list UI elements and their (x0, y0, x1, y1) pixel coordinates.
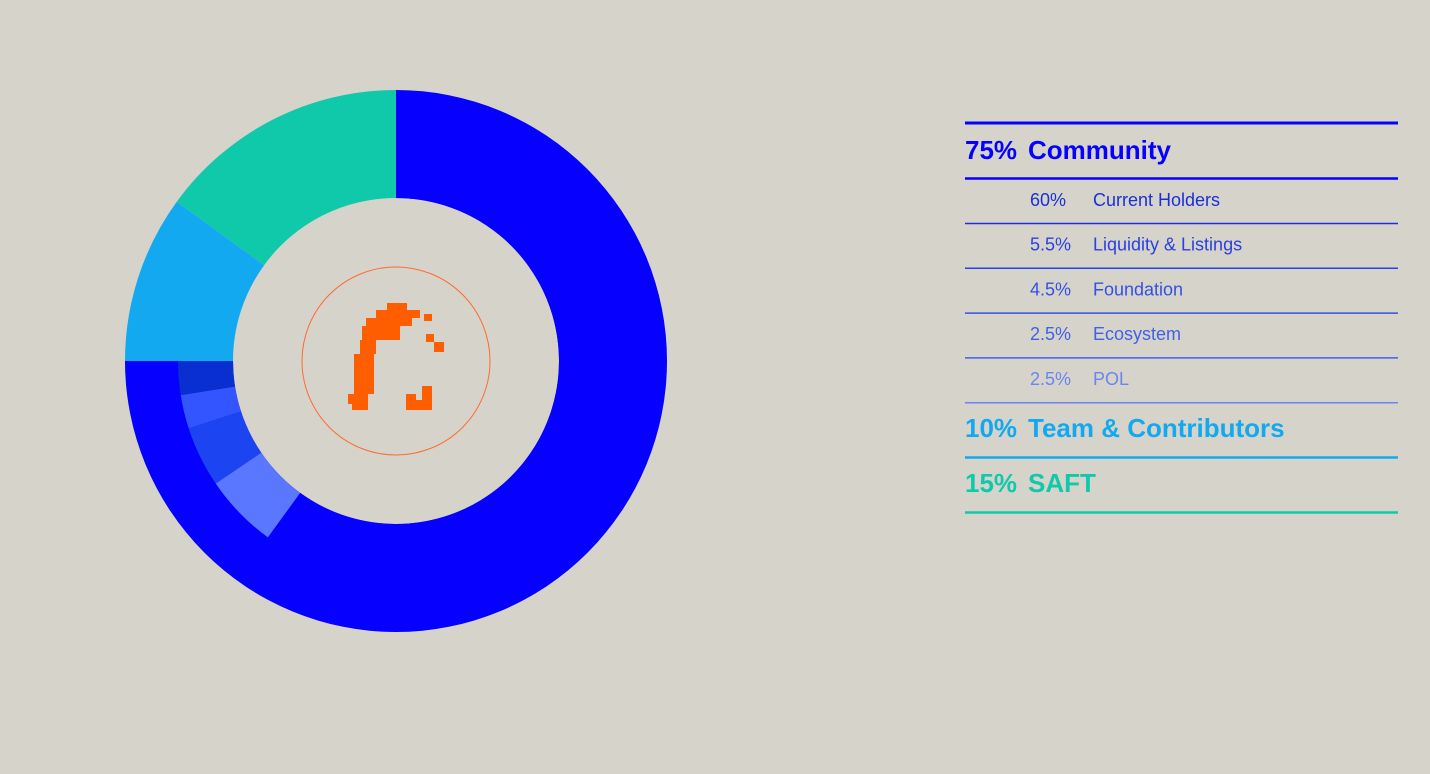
logo-pixel (426, 334, 434, 342)
legend-sub-label: Liquidity & Listings (1093, 235, 1242, 255)
legend-sub-value: 60% (1030, 190, 1066, 210)
logo-pixel (414, 400, 424, 410)
legend-value: 15% (965, 468, 1017, 498)
sub-slice (178, 361, 236, 396)
logo-pixel (354, 354, 374, 394)
slice (125, 201, 265, 361)
logo-pixel (360, 340, 376, 354)
legend-value: 75% (965, 135, 1017, 165)
logo (301, 266, 491, 456)
logo-pixel (366, 318, 412, 326)
logo-pixel (352, 404, 368, 410)
legend-sub-label: Current Holders (1093, 190, 1220, 210)
legend: 75% Community 60% Current Holders 5.5% Liquid… (965, 121, 1398, 514)
legend-label: Community (1028, 135, 1172, 165)
legend-sub-value: 5.5% (1030, 235, 1071, 255)
logo-pixel (387, 303, 407, 311)
logo-pixel (422, 386, 432, 410)
legend-label: Team & Contributors (1028, 413, 1285, 443)
logo-pixel (406, 394, 416, 410)
logo-pixel (362, 326, 400, 340)
sub-slice (267, 143, 614, 579)
legend-sub-label: Foundation (1093, 279, 1183, 299)
legend-sub-value: 4.5% (1030, 279, 1071, 299)
logo-pixel (348, 394, 368, 404)
donut (125, 90, 667, 632)
legend-sub-label: POL (1093, 369, 1129, 389)
legend-sub-label: Ecosystem (1093, 324, 1181, 344)
sub-slice (180, 386, 241, 429)
legend-sub-value: 2.5% (1030, 324, 1071, 344)
legend-label: SAFT (1028, 468, 1096, 498)
sub-slice (188, 411, 262, 484)
logo-pixel (424, 314, 432, 321)
sub-slice (215, 452, 301, 538)
slice (176, 90, 396, 266)
legend-value: 10% (965, 413, 1017, 443)
legend-sub-value: 2.5% (1030, 369, 1071, 389)
logo-pixel (376, 310, 420, 318)
logo-ring (301, 266, 491, 456)
logo-pixel (434, 342, 444, 352)
